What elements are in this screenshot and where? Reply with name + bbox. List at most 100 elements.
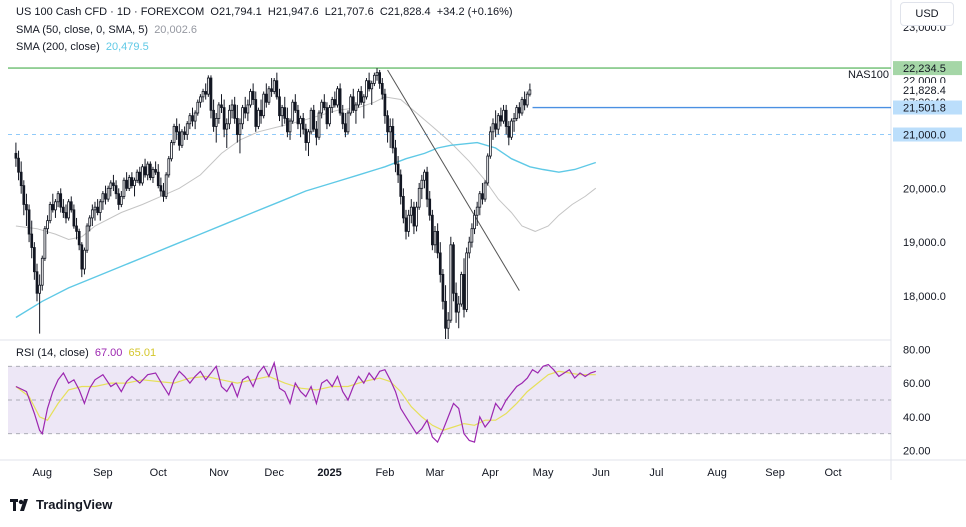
- candle-body: [436, 230, 439, 254]
- candle-body: [72, 209, 76, 227]
- candle-body: [177, 131, 181, 146]
- sma50-legend[interactable]: SMA (50, close, 0, SMA, 5) 20,002.6: [16, 23, 197, 37]
- symbol-legend[interactable]: US 100 Cash CFD · 1D · FOREXCOM O21,794.…: [16, 5, 513, 19]
- candle-body: [465, 252, 468, 310]
- candle-body: [391, 126, 395, 149]
- candle-body: [257, 109, 260, 127]
- candle-body: [264, 93, 268, 103]
- time-axis-label[interactable]: Dec: [264, 467, 284, 479]
- candle-body: [470, 228, 474, 243]
- candle-body: [67, 201, 70, 219]
- candle-body: [201, 91, 205, 98]
- time-axis-label[interactable]: Mar: [426, 467, 445, 479]
- candle-body: [309, 109, 313, 133]
- candle-body: [185, 123, 189, 135]
- candle-body: [454, 292, 458, 313]
- candle-body: [143, 166, 147, 176]
- candle-body: [172, 126, 176, 143]
- rsi-legend[interactable]: RSI (14, close) 67.00 65.01: [16, 346, 156, 360]
- candle-body: [14, 152, 18, 159]
- candle-body: [333, 99, 337, 106]
- candle-body: [496, 115, 500, 130]
- candle-body: [56, 193, 60, 203]
- candle-body: [106, 187, 110, 200]
- candle-body: [112, 182, 115, 187]
- candle-body: [420, 179, 424, 189]
- candle-body: [515, 107, 519, 119]
- candle-body: [425, 171, 429, 200]
- candle-body: [164, 174, 168, 197]
- candle-body: [330, 99, 334, 109]
- candle-body: [90, 209, 94, 219]
- price-change: +34.2 (+0.16%): [436, 6, 513, 18]
- time-axis-label[interactable]: Nov: [209, 467, 229, 479]
- rsi-line[interactable]: [15, 360, 596, 444]
- candle-body: [254, 99, 258, 127]
- candle-body: [486, 155, 490, 184]
- candle-body: [280, 107, 284, 117]
- rsi-ma-line[interactable]: [15, 370, 596, 431]
- candle-body: [494, 123, 497, 130]
- candle-body: [510, 120, 513, 138]
- candle-body: [180, 131, 184, 146]
- candle-body: [275, 80, 279, 98]
- candle-body: [317, 112, 321, 138]
- time-axis-label[interactable]: Oct: [824, 467, 841, 479]
- price-badge-bg: [893, 127, 962, 142]
- candle-body: [33, 247, 36, 273]
- candle-body: [481, 193, 484, 200]
- candle-body: [246, 104, 250, 114]
- candle-body: [296, 109, 300, 125]
- price-axis-label: 20,000.0: [903, 183, 946, 195]
- candle-body: [54, 201, 57, 211]
- trendline[interactable]: [387, 69, 520, 291]
- time-axis-label[interactable]: Sep: [765, 467, 785, 479]
- candle-body: [40, 257, 44, 286]
- sma200-line[interactable]: [15, 141, 597, 319]
- candle-body: [402, 196, 405, 219]
- candle-body: [433, 230, 437, 246]
- time-axis-label[interactable]: Jun: [592, 467, 610, 479]
- candle-body: [351, 96, 355, 111]
- time-axis-label[interactable]: Sep: [93, 467, 113, 479]
- candle-body: [196, 101, 200, 114]
- candle-body: [341, 112, 345, 125]
- candle-body: [130, 177, 134, 187]
- candle-body: [359, 91, 363, 103]
- candle-body: [446, 319, 450, 329]
- candle-body: [146, 163, 150, 176]
- candle-body: [267, 88, 271, 103]
- time-axis-label[interactable]: May: [533, 467, 554, 479]
- time-axis-label[interactable]: Aug: [32, 467, 52, 479]
- candle-body: [502, 109, 505, 122]
- candle-body: [135, 171, 139, 181]
- candle-body: [449, 244, 453, 321]
- rsi-ma-value: 65.01: [128, 347, 157, 359]
- sma200-legend[interactable]: SMA (200, close) 20,479.5: [16, 40, 149, 54]
- sma50-line[interactable]: [15, 96, 597, 241]
- time-axis-label[interactable]: Jul: [649, 467, 663, 479]
- price-badge-bg: [893, 61, 962, 76]
- candle-body: [122, 179, 126, 197]
- candle-body: [444, 300, 447, 329]
- currency-button[interactable]: USD: [900, 2, 954, 26]
- tradingview-logo[interactable]: TradingView: [10, 497, 112, 512]
- candle-body: [22, 185, 26, 205]
- candle-body: [222, 107, 226, 130]
- candle-body: [114, 185, 118, 195]
- time-axis-label[interactable]: 2025: [317, 467, 341, 479]
- candle-body: [473, 214, 476, 230]
- time-axis-label[interactable]: Aug: [707, 467, 727, 479]
- candle-body: [357, 91, 360, 106]
- candle-body: [338, 88, 342, 114]
- candle-body: [133, 179, 136, 187]
- candle-body: [375, 72, 379, 76]
- time-axis-label[interactable]: Apr: [482, 467, 499, 479]
- time-axis-label[interactable]: Feb: [375, 467, 394, 479]
- candle-body: [299, 117, 302, 125]
- time-axis-label[interactable]: Oct: [150, 467, 167, 479]
- candle-body: [212, 109, 215, 127]
- candle-body: [259, 109, 263, 117]
